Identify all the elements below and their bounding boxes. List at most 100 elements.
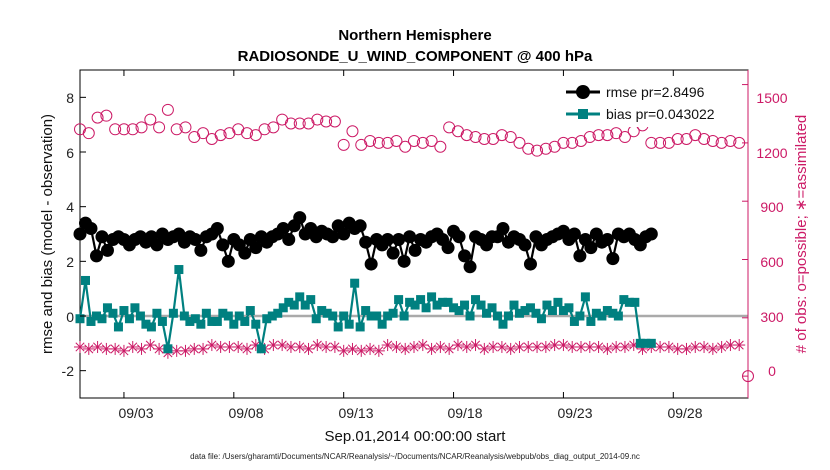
bias-marker	[130, 303, 140, 313]
chart-title: Northern Hemisphere	[338, 27, 491, 44]
rmse-marker	[496, 222, 510, 236]
obs-assimilated-marker	[487, 340, 500, 353]
rmse-marker	[567, 227, 581, 241]
obs-possible-marker	[495, 129, 508, 142]
obs-possible-marker	[109, 123, 122, 136]
obs-assimilated-marker	[390, 340, 403, 353]
asterisk-stroke	[312, 340, 322, 350]
obs-possible-marker	[161, 103, 174, 116]
y-axis-label-left: rmse and bias (model - observation)	[39, 114, 56, 354]
rmse-marker	[73, 227, 87, 241]
rmse-marker	[403, 230, 417, 244]
x-tick-label: 09/18	[447, 405, 482, 421]
obs-possible-marker	[258, 123, 271, 136]
asterisk-stroke	[664, 342, 674, 352]
bias-marker	[196, 319, 206, 329]
asterisk-stroke	[532, 342, 542, 352]
obs-assimilated-marker	[460, 340, 473, 353]
obs-possible-marker	[179, 121, 192, 134]
asterisk-stroke	[699, 342, 709, 352]
obs-possible-marker	[293, 117, 306, 130]
bias-marker	[646, 338, 656, 348]
obs-assimilated-marker	[662, 340, 675, 353]
asterisk-stroke	[558, 340, 568, 350]
y-tick-label-left: 0	[66, 309, 74, 325]
obs-possible-marker	[504, 131, 517, 144]
rmse-marker	[210, 222, 224, 236]
bias-marker	[591, 308, 601, 318]
obs-possible-marker	[469, 131, 482, 144]
obs-possible-marker	[320, 115, 333, 128]
obs-assimilated-marker	[583, 340, 596, 353]
bias-marker	[135, 311, 145, 321]
obs-assimilated-marker	[715, 340, 728, 353]
bias-marker	[344, 319, 354, 329]
asterisk-stroke	[180, 346, 191, 356]
bias-marker	[427, 292, 437, 302]
y-tick-label-right: 300	[760, 309, 784, 325]
obs-assimilated-marker	[74, 340, 86, 353]
bias-marker	[262, 314, 272, 324]
bias-marker	[119, 306, 129, 316]
y-tick-label-right: 900	[760, 199, 784, 215]
obs-possible-marker	[390, 134, 403, 147]
bias-marker	[542, 300, 552, 310]
rmse-marker	[100, 243, 114, 257]
obs-assimilated-marker	[399, 342, 412, 355]
obs-possible-marker	[117, 123, 130, 136]
asterisk-stroke	[514, 342, 525, 352]
bias-marker	[558, 306, 568, 316]
tick-layer	[80, 70, 749, 398]
obs-assimilated-marker	[733, 339, 746, 352]
bias-marker	[575, 311, 585, 321]
bias-marker	[509, 300, 519, 310]
obs-possible-marker	[399, 140, 412, 153]
obs-possible-marker	[531, 144, 544, 157]
rmse-marker	[89, 249, 103, 263]
obs-possible-marker	[241, 127, 253, 140]
asterisk-stroke	[708, 344, 718, 354]
rmse-marker	[293, 211, 307, 225]
obs-assimilated-marker	[539, 340, 552, 353]
obs-possible-marker	[135, 121, 148, 134]
rmse-marker	[337, 227, 351, 241]
bias-marker	[438, 297, 448, 307]
asterisk-stroke	[119, 346, 129, 356]
rmse-marker	[364, 257, 378, 271]
obs-possible-marker	[311, 113, 324, 126]
obs-assimilated-marker	[372, 344, 385, 357]
bias-marker	[278, 303, 288, 313]
rmse-marker	[221, 254, 235, 268]
obs-assimilated-marker	[109, 342, 122, 355]
asterisk-stroke	[497, 342, 507, 352]
rmse-marker	[353, 219, 367, 233]
rmse-marker	[392, 232, 406, 246]
bias-marker	[295, 292, 305, 302]
bias-marker	[163, 344, 173, 354]
obs-assimilated-marker	[144, 339, 157, 352]
asterisk-stroke	[488, 342, 498, 352]
asterisk-stroke	[189, 344, 199, 354]
bias-marker	[333, 322, 343, 332]
bias-marker	[218, 308, 228, 318]
obs-assimilated-marker	[197, 342, 210, 355]
bias-marker	[520, 306, 530, 316]
legend-bias-label: bias pr=0.043022	[606, 106, 715, 122]
asterisk-stroke	[427, 344, 437, 354]
bias-marker	[146, 322, 156, 332]
rmse-marker	[381, 232, 395, 246]
asterisk-stroke	[383, 340, 393, 350]
asterisk-stroke	[136, 344, 147, 354]
asterisk-stroke	[251, 340, 261, 350]
asterisk-stroke	[567, 342, 577, 352]
obs-assimilated-marker	[311, 339, 324, 352]
bias-marker	[361, 306, 371, 316]
rmse-marker	[584, 241, 598, 255]
bias-marker	[498, 319, 508, 329]
asterisk-stroke	[93, 342, 103, 352]
bias-marker	[300, 300, 310, 310]
legend-box	[561, 79, 741, 127]
rmse-marker	[249, 241, 263, 255]
rmse-marker	[84, 222, 98, 236]
